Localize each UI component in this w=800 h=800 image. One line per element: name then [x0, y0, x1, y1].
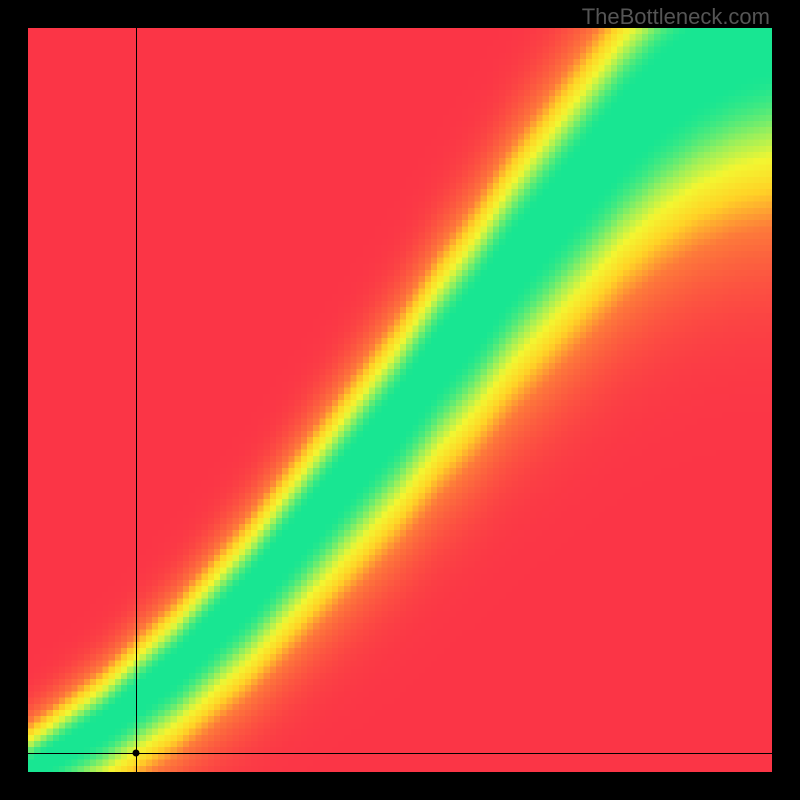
watermark-text: TheBottleneck.com	[582, 4, 770, 30]
crosshair-horizontal	[28, 753, 772, 754]
heatmap-canvas	[28, 28, 772, 772]
heatmap-plot	[28, 28, 772, 772]
crosshair-marker	[132, 750, 139, 757]
crosshair-vertical	[136, 28, 137, 772]
